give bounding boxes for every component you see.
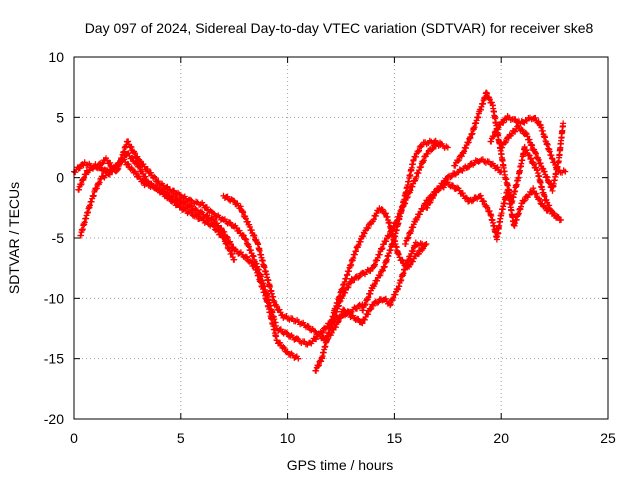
series-markers [451, 89, 565, 224]
y-axis-label: SDTVAR / TECUs [6, 182, 22, 294]
x-tick-label: 20 [493, 430, 509, 446]
x-tick-label: 25 [600, 430, 616, 446]
series-markers [359, 137, 445, 314]
data-series [71, 89, 569, 374]
series-markers [498, 120, 567, 194]
series-markers [220, 192, 426, 344]
x-tick-label: 15 [387, 430, 403, 446]
series-markers [77, 156, 238, 263]
chart-title: Day 097 of 2024, Sidereal Day-to-day VTE… [85, 20, 594, 36]
y-tick-label: 0 [56, 170, 64, 186]
y-tick-label: -10 [44, 290, 64, 306]
series-markers [423, 179, 558, 243]
series-satellite-track-7 [359, 137, 445, 314]
y-tick-label: 5 [56, 109, 64, 125]
x-tick-label: 5 [177, 430, 185, 446]
y-tick-label: -20 [44, 411, 64, 427]
y-tick-label: -5 [52, 230, 65, 246]
series-satellite-track-10 [451, 89, 565, 224]
series-satellite-track-3 [77, 156, 238, 263]
grid-lines [74, 57, 608, 419]
series-markers [75, 150, 302, 362]
series-satellite-track-12 [498, 120, 567, 194]
y-tick-label: -15 [44, 351, 64, 367]
series-satellite-track-2 [75, 150, 302, 362]
series-satellite-track-4 [220, 192, 426, 344]
y-tick-label: 10 [48, 49, 64, 65]
x-tick-label: 10 [280, 430, 296, 446]
x-axis-label: GPS time / hours [287, 457, 394, 473]
x-tick-label: 0 [70, 430, 78, 446]
series-satellite-track-9 [423, 179, 558, 243]
axis-ticks: 0 5 10 15 20 25 -20 -15 -10 -5 0 5 10 [44, 49, 616, 446]
